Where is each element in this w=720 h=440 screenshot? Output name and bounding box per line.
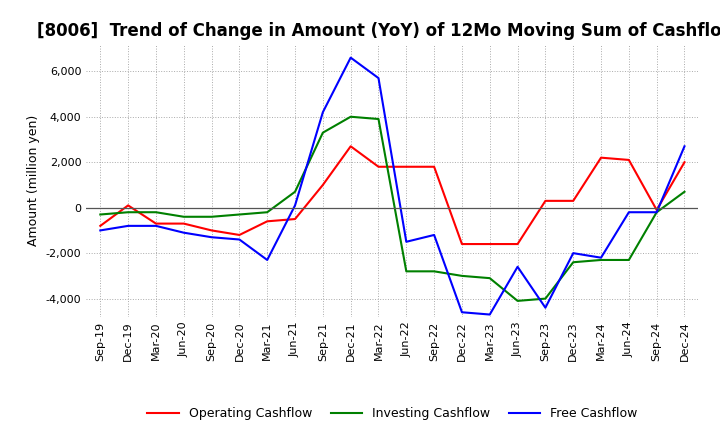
Free Cashflow — [291, 203, 300, 208]
Free Cashflow — [680, 143, 689, 149]
Free Cashflow — [569, 250, 577, 256]
Free Cashflow — [179, 230, 188, 235]
Investing Cashflow — [124, 209, 132, 215]
Operating Cashflow — [152, 221, 161, 226]
Investing Cashflow — [318, 130, 327, 136]
Free Cashflow — [346, 55, 355, 60]
Line: Investing Cashflow: Investing Cashflow — [100, 117, 685, 301]
Investing Cashflow — [541, 296, 550, 301]
Operating Cashflow — [263, 219, 271, 224]
Free Cashflow — [374, 76, 383, 81]
Operating Cashflow — [541, 198, 550, 203]
Investing Cashflow — [291, 189, 300, 194]
Operating Cashflow — [485, 242, 494, 247]
Free Cashflow — [402, 239, 410, 244]
Investing Cashflow — [402, 269, 410, 274]
Investing Cashflow — [569, 260, 577, 265]
Operating Cashflow — [680, 160, 689, 165]
Investing Cashflow — [458, 273, 467, 279]
Operating Cashflow — [179, 221, 188, 226]
Free Cashflow — [597, 255, 606, 260]
Investing Cashflow — [597, 257, 606, 263]
Investing Cashflow — [346, 114, 355, 119]
Investing Cashflow — [207, 214, 216, 220]
Investing Cashflow — [485, 275, 494, 281]
Operating Cashflow — [124, 203, 132, 208]
Free Cashflow — [652, 209, 661, 215]
Free Cashflow — [235, 237, 243, 242]
Legend: Operating Cashflow, Investing Cashflow, Free Cashflow: Operating Cashflow, Investing Cashflow, … — [143, 402, 642, 425]
Operating Cashflow — [569, 198, 577, 203]
Operating Cashflow — [207, 228, 216, 233]
Free Cashflow — [124, 223, 132, 228]
Free Cashflow — [541, 305, 550, 310]
Free Cashflow — [96, 228, 104, 233]
Line: Free Cashflow: Free Cashflow — [100, 58, 685, 315]
Free Cashflow — [513, 264, 522, 269]
Investing Cashflow — [624, 257, 633, 263]
Investing Cashflow — [179, 214, 188, 220]
Y-axis label: Amount (million yen): Amount (million yen) — [27, 115, 40, 246]
Investing Cashflow — [235, 212, 243, 217]
Investing Cashflow — [652, 209, 661, 215]
Operating Cashflow — [318, 182, 327, 187]
Operating Cashflow — [235, 232, 243, 238]
Operating Cashflow — [513, 242, 522, 247]
Operating Cashflow — [402, 164, 410, 169]
Free Cashflow — [318, 110, 327, 115]
Investing Cashflow — [680, 189, 689, 194]
Free Cashflow — [207, 235, 216, 240]
Free Cashflow — [430, 232, 438, 238]
Operating Cashflow — [652, 207, 661, 213]
Free Cashflow — [152, 223, 161, 228]
Investing Cashflow — [152, 209, 161, 215]
Investing Cashflow — [96, 212, 104, 217]
Title: [8006]  Trend of Change in Amount (YoY) of 12Mo Moving Sum of Cashflows: [8006] Trend of Change in Amount (YoY) o… — [37, 22, 720, 40]
Operating Cashflow — [346, 143, 355, 149]
Line: Operating Cashflow: Operating Cashflow — [100, 146, 685, 244]
Investing Cashflow — [374, 116, 383, 121]
Free Cashflow — [263, 257, 271, 263]
Operating Cashflow — [624, 158, 633, 163]
Operating Cashflow — [597, 155, 606, 160]
Free Cashflow — [485, 312, 494, 317]
Investing Cashflow — [513, 298, 522, 304]
Free Cashflow — [458, 310, 467, 315]
Operating Cashflow — [96, 223, 104, 228]
Investing Cashflow — [430, 269, 438, 274]
Operating Cashflow — [430, 164, 438, 169]
Investing Cashflow — [263, 209, 271, 215]
Free Cashflow — [624, 209, 633, 215]
Operating Cashflow — [291, 216, 300, 222]
Operating Cashflow — [374, 164, 383, 169]
Operating Cashflow — [458, 242, 467, 247]
